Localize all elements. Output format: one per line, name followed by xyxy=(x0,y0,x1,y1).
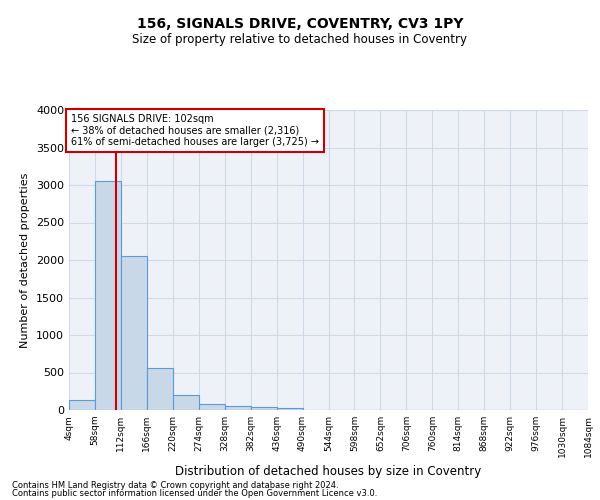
Text: 156, SIGNALS DRIVE, COVENTRY, CV3 1PY: 156, SIGNALS DRIVE, COVENTRY, CV3 1PY xyxy=(137,18,463,32)
Bar xyxy=(277,408,302,410)
Text: Contains HM Land Registry data © Crown copyright and database right 2024.: Contains HM Land Registry data © Crown c… xyxy=(12,480,338,490)
Text: 156 SIGNALS DRIVE: 102sqm
← 38% of detached houses are smaller (2,316)
61% of se: 156 SIGNALS DRIVE: 102sqm ← 38% of detac… xyxy=(71,114,319,147)
Bar xyxy=(95,180,121,410)
Bar xyxy=(69,400,95,410)
Bar xyxy=(173,395,199,410)
Bar xyxy=(251,407,277,410)
Bar xyxy=(225,406,251,410)
Bar xyxy=(147,368,173,410)
Bar xyxy=(121,256,147,410)
Y-axis label: Number of detached properties: Number of detached properties xyxy=(20,172,31,348)
X-axis label: Distribution of detached houses by size in Coventry: Distribution of detached houses by size … xyxy=(175,466,482,478)
Text: Size of property relative to detached houses in Coventry: Size of property relative to detached ho… xyxy=(133,32,467,46)
Bar xyxy=(199,404,224,410)
Text: Contains public sector information licensed under the Open Government Licence v3: Contains public sector information licen… xyxy=(12,489,377,498)
